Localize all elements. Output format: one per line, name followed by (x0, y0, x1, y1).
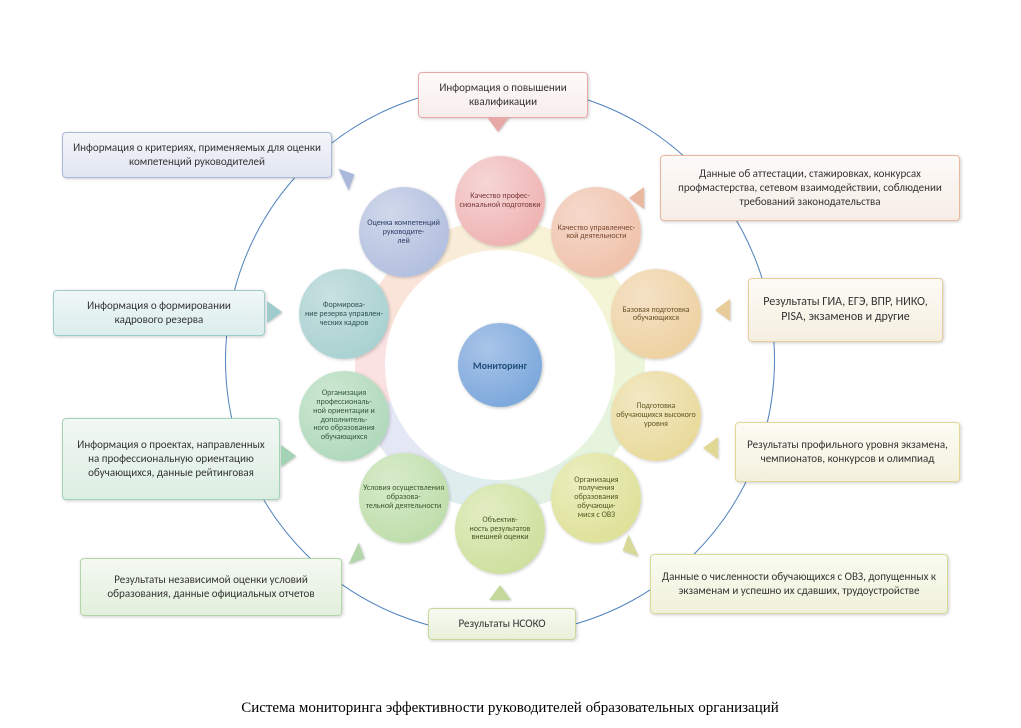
node-4: Организация получения образования обучаю… (551, 453, 641, 543)
title-text: Система мониторинга эффективности руково… (241, 700, 779, 716)
callout-5: Результаты НСОКО (428, 608, 576, 640)
callout-4: Данные о численности обучающихся с ОВЗ, … (650, 554, 948, 614)
arrow-1 (629, 187, 644, 209)
node-8: Формирова-ние резерва управлен-ческих ка… (299, 269, 389, 359)
arrow-0 (487, 117, 509, 132)
callout-8: Информация о формировании кадрового резе… (53, 290, 265, 336)
center-label: Мониторинг (473, 359, 527, 372)
callout-6: Результаты независимой оценки условий об… (80, 558, 342, 616)
node-2: Базовая подготовка обучающихся (611, 269, 701, 359)
node-6: Условия осуществления образова-тельной д… (359, 453, 449, 543)
arrow-2 (715, 299, 730, 321)
node-3: Подготовка обучающихся высокого уровня (611, 371, 701, 461)
node-5: Объектив-ность результатов внешней оценк… (455, 484, 545, 574)
arrow-5 (489, 585, 511, 600)
callout-9: Информация о критериях, применяемых для … (62, 132, 332, 178)
diagram-title: Система мониторинга эффективности руково… (200, 700, 820, 717)
arrow-8 (267, 301, 282, 323)
callout-0: Информация о повышении квалификации (418, 72, 588, 118)
monitoring-diagram: Мониторинг Качество профес-сиональной по… (0, 0, 1021, 728)
arrow-7 (281, 445, 296, 467)
arrow-3 (703, 437, 718, 459)
callout-1: Данные об аттестации, стажировках, конку… (660, 155, 960, 221)
node-7: Организация профессиональ-ной ориентации… (299, 371, 389, 461)
node-9: Оценка компетенций руководите-лей (359, 187, 449, 277)
callout-2: Результаты ГИА, ЕГЭ, ВПР, НИКО, PISA, эк… (748, 278, 943, 342)
callout-7: Информация о проектах, направленных на п… (62, 418, 280, 500)
center-monitoring: Мониторинг (458, 323, 542, 407)
callout-3: Результаты профильного уровня экзамена, … (735, 422, 960, 482)
node-0: Качество профес-сиональной подготовки (455, 156, 545, 246)
